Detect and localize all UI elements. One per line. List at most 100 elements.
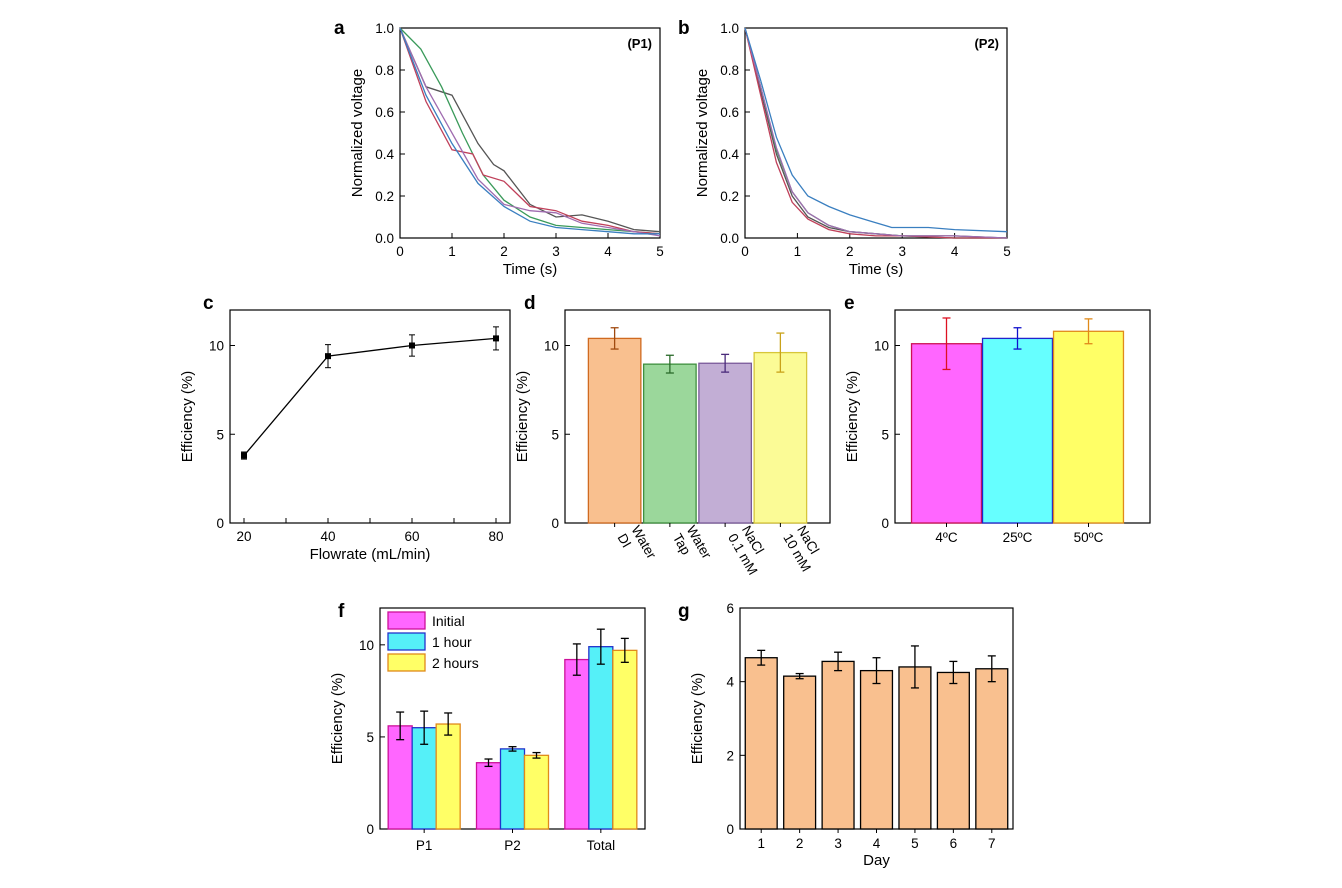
panel-label-f: f — [338, 601, 345, 622]
data-point-c — [409, 342, 415, 349]
data-point-c — [493, 335, 499, 342]
y-tick-label-b: 0.4 — [720, 147, 739, 162]
bar-d-4 — [753, 351, 808, 524]
y-tick-label-a: 0.8 — [375, 63, 394, 78]
legend-label-2: 1 hour — [432, 634, 472, 650]
panel-label-g: g — [678, 601, 690, 622]
plot-frame-b — [744, 27, 1008, 239]
series-line-a-5 — [399, 27, 660, 235]
y-axis-title-g: Efficiency (%) — [689, 673, 706, 764]
x-tick-label-c: 40 — [320, 529, 335, 544]
x-tick-label-d: DI — [615, 531, 635, 550]
y-tick-label-b: 0.0 — [720, 231, 739, 246]
series-line-a-3 — [399, 27, 661, 235]
x-tick-label-b: 5 — [1003, 244, 1011, 259]
bar-g-4 — [859, 669, 894, 830]
x-tick-label-g: 1 — [757, 836, 765, 851]
panel-label-c: c — [203, 293, 214, 314]
bar-g-3 — [821, 660, 855, 830]
y-tick-label-b: 1.0 — [720, 21, 739, 36]
y-axis-title-c: Efficiency (%) — [179, 371, 196, 462]
panel-e: e Efficiency (%) 0 5 10 4ºC 25ºC 50ºC — [844, 293, 1151, 545]
bar-d-3 — [698, 362, 753, 524]
y-tick-label-d: 10 — [544, 339, 559, 354]
x-tick-label-f: Total — [587, 838, 616, 853]
panel-a: a Normalized voltage 0.0 0.2 0.4 0.6 0.8 1.0 0 1 2… — [334, 18, 664, 278]
y-tick-label-a: 0.0 — [375, 231, 394, 246]
y-tick-label-a: 1.0 — [375, 21, 394, 36]
y-axis-title-d: Efficiency (%) — [514, 371, 531, 462]
y-axis-title-a: Normalized voltage — [349, 69, 366, 197]
bar-f-p2-3 — [523, 754, 550, 830]
bar-d-2 — [642, 363, 697, 524]
series-line-a-2 — [399, 27, 661, 235]
legend-label-3: 2 hours — [432, 655, 479, 671]
series-line-c-1 — [243, 337, 497, 457]
bar-f-total-1 — [564, 658, 590, 830]
panel-c: c Efficiency (%) 0 5 10 20 40 60 80 Flowrate (mL/… — [179, 293, 511, 563]
y-tick-label-g: 6 — [726, 601, 734, 616]
x-tick-label-b: 1 — [794, 244, 802, 259]
y-tick-label-a: 0.6 — [375, 105, 394, 120]
series-line-b-2 — [744, 27, 1007, 239]
bar-g-5 — [898, 666, 932, 830]
panel-f: f Efficiency (%) 0 5 10 P1 P2 Total Initial 1 hou… — [329, 601, 646, 853]
x-tick-label-e: 50ºC — [1074, 530, 1104, 545]
y-tick-label-f: 5 — [366, 730, 374, 745]
bar-g-2 — [783, 675, 817, 830]
y-tick-label-e: 0 — [881, 516, 889, 531]
x-axis-title-a: Time (s) — [503, 261, 557, 278]
series-line-b-3 — [744, 27, 1007, 239]
plot-frame-a — [399, 27, 661, 239]
x-tick-label-g: 6 — [950, 836, 958, 851]
x-tick-label-f: P2 — [504, 838, 521, 853]
x-tick-label-g: 4 — [873, 836, 881, 851]
y-axis-title-b: Normalized voltage — [694, 69, 711, 197]
x-tick-label-a: 4 — [604, 244, 612, 259]
y-axis-title-f: Efficiency (%) — [329, 673, 346, 764]
legend-f: Initial 1 hour 2 hours — [387, 611, 479, 672]
data-point-c — [241, 452, 247, 459]
y-tick-label-b: 0.8 — [720, 63, 739, 78]
legend-swatch-3 — [387, 653, 426, 672]
y-tick-label-b: 0.2 — [720, 189, 739, 204]
bar-f-p2-2 — [499, 748, 526, 830]
x-tick-label-f: P1 — [416, 838, 433, 853]
bar-f-p1-3 — [435, 723, 461, 830]
bar-e-3 — [1052, 330, 1125, 524]
legend-swatch-2 — [387, 632, 426, 651]
bar-f-p2-1 — [475, 762, 502, 830]
y-tick-label-e: 5 — [881, 427, 889, 442]
x-tick-label-g: 2 — [796, 836, 804, 851]
y-tick-label-a: 0.2 — [375, 189, 394, 204]
y-axis-title-e: Efficiency (%) — [844, 371, 861, 462]
bar-d-1 — [587, 337, 642, 524]
x-tick-label-a: 5 — [656, 244, 664, 259]
x-tick-label-g: 5 — [911, 836, 919, 851]
panel-b: b Normalized voltage 0.0 0.2 0.4 0.6 0.8 1.0 0 1 2… — [678, 18, 1011, 278]
panel-tag-a: (P1) — [627, 36, 652, 51]
panel-label-b: b — [678, 18, 690, 39]
y-tick-label-b: 0.6 — [720, 105, 739, 120]
bar-f-total-2 — [588, 646, 614, 830]
series-line-b-4 — [744, 27, 1008, 239]
y-tick-label-g: 2 — [726, 748, 734, 763]
series-line-a-4 — [399, 27, 661, 237]
y-tick-label-f: 0 — [366, 822, 374, 837]
x-tick-label-b: 0 — [741, 244, 749, 259]
panel-label-d: d — [524, 293, 536, 314]
plot-frame-c — [229, 309, 511, 524]
x-tick-label-e: 25ºC — [1003, 530, 1033, 545]
series-line-a-1 — [399, 27, 661, 233]
x-tick-label-b: 3 — [898, 244, 906, 259]
bar-f-p1-1 — [387, 725, 413, 830]
data-point-c — [325, 353, 331, 360]
x-tick-label-e: 4ºC — [935, 530, 957, 545]
x-tick-label-c: 20 — [236, 529, 251, 544]
x-tick-label-a: 2 — [500, 244, 508, 259]
y-tick-label-c: 0 — [216, 516, 224, 531]
bar-e-1 — [910, 343, 983, 524]
x-tick-label-g: 3 — [834, 836, 842, 851]
